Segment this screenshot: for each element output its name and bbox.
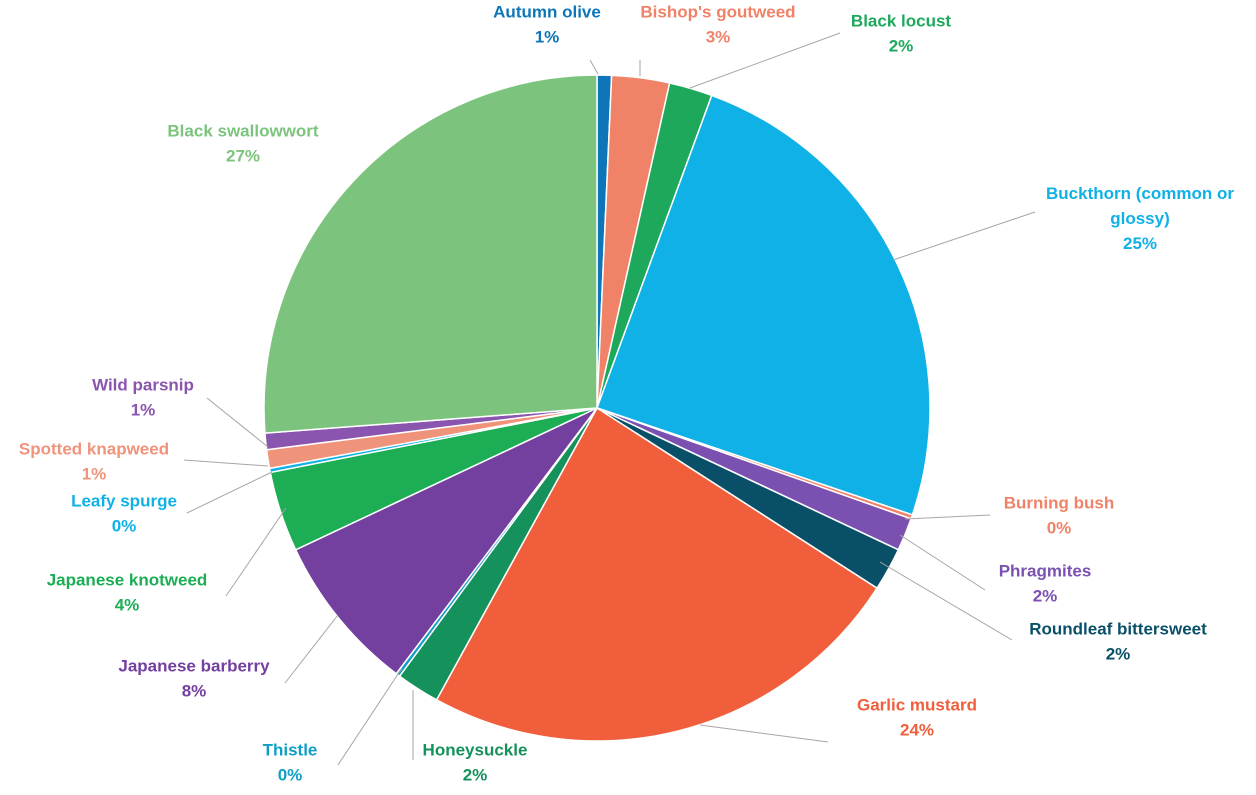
percent-label: 0% — [278, 766, 303, 785]
category-label: Black swallowwort — [167, 122, 318, 141]
slices-layer — [263, 74, 931, 742]
data-label-burning-bush: Burning bush 0% — [1004, 494, 1114, 538]
leader-line-japanese-knotweed — [225, 507, 287, 597]
category-label: Black locust — [851, 12, 951, 31]
data-label-honeysuckle: Honeysuckle 2% — [423, 741, 528, 785]
data-label-thistle: Thistle 0% — [263, 741, 318, 785]
category-label: Phragmites — [999, 562, 1092, 581]
pie-slice-garlic-mustard — [435, 406, 879, 742]
percent-label: 2% — [1033, 587, 1058, 606]
leader-line-leafy-spurge — [186, 471, 273, 514]
leader-line-buckthorn-common-or-glossy — [892, 211, 1036, 261]
percent-label: 4% — [115, 596, 140, 615]
data-label-buckthorn-common-or-glossy: Buckthorn (common or glossy) 25% — [1046, 184, 1234, 253]
category-label: Leafy spurge — [71, 492, 177, 511]
category-label: Japanese barberry — [118, 657, 270, 676]
percent-label: 0% — [1047, 519, 1072, 538]
pie-slice-japanese-barberry — [294, 407, 598, 675]
category-label: Japanese knotweed — [47, 571, 208, 590]
leader-line-japanese-barberry — [284, 614, 339, 684]
data-label-autumn-olive: Autumn olive 1% — [493, 3, 601, 47]
data-label-black-swallowwort: Black swallowwort 27% — [167, 122, 318, 166]
category-label: Autumn olive — [493, 3, 601, 22]
category-label: Buckthorn (common or — [1046, 184, 1234, 203]
leader-line-autumn-olive — [589, 59, 599, 75]
category-label: Roundleaf bittersweet — [1029, 620, 1207, 639]
percent-label: 27% — [226, 147, 260, 166]
percent-label: 25% — [1123, 234, 1157, 253]
category-label: Burning bush — [1004, 494, 1114, 513]
leader-line-burning-bush — [904, 514, 991, 520]
leader-line-roundleaf-bittersweet — [879, 561, 1013, 641]
data-label-leafy-spurge: Leafy spurge 0% — [71, 492, 177, 536]
percent-label: 0% — [112, 517, 137, 536]
leader-line-garlic-mustard — [699, 724, 829, 743]
percent-label: 1% — [82, 465, 107, 484]
percent-label: 8% — [182, 682, 207, 701]
data-label-japanese-barberry: Japanese barberry 8% — [118, 657, 270, 701]
data-label-wild-parsnip: Wild parsnip 1% — [92, 376, 194, 420]
category-label: Bishop's goutweed — [640, 3, 795, 22]
percent-label: 2% — [463, 766, 488, 785]
leader-lines — [183, 32, 1036, 766]
percent-label: 1% — [131, 401, 156, 420]
category-label: Spotted knapweed — [19, 440, 169, 459]
leader-line-thistle — [337, 667, 403, 766]
percent-label: 2% — [1106, 645, 1131, 664]
data-label-garlic-mustard: Garlic mustard 24% — [857, 696, 977, 740]
pie-slice-black-swallowwort — [263, 74, 598, 434]
percent-label: 2% — [889, 37, 914, 56]
data-label-roundleaf-bittersweet: Roundleaf bittersweet 2% — [1029, 620, 1207, 664]
category-label: glossy) — [1110, 209, 1170, 228]
category-label: Honeysuckle — [423, 741, 528, 760]
leader-line-phragmites — [899, 534, 986, 591]
category-label: Garlic mustard — [857, 696, 977, 715]
percent-label: 1% — [535, 28, 560, 47]
data-label-spotted-knapweed: Spotted knapweed 1% — [19, 440, 169, 484]
leader-line-wild-parsnip — [206, 397, 269, 448]
pie-slice-buckthorn-common-or-glossy — [596, 94, 931, 516]
leader-line-black-locust — [689, 32, 841, 89]
data-label-phragmites: Phragmites 2% — [999, 562, 1092, 606]
data-label-black-locust: Black locust 2% — [851, 12, 951, 56]
data-labels: Autumn olive 1% Bishop's goutweed 3% Black l… — [19, 3, 1234, 785]
category-label: Thistle — [263, 741, 318, 760]
data-label-bishop-s-goutweed: Bishop's goutweed 3% — [640, 3, 795, 47]
category-label: Wild parsnip — [92, 376, 194, 395]
leader-line-spotted-knapweed — [183, 459, 269, 467]
data-label-japanese-knotweed: Japanese knotweed 4% — [47, 571, 208, 615]
percent-label: 24% — [900, 721, 934, 740]
percent-label: 3% — [706, 28, 731, 47]
